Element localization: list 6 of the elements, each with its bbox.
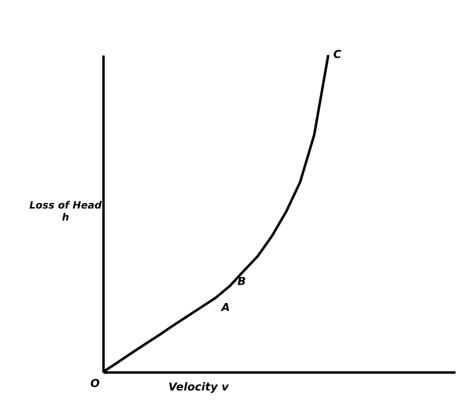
text: O bbox=[90, 377, 100, 390]
annotation: B bbox=[238, 275, 246, 288]
y-axis-title: Loss of Head h bbox=[29, 200, 103, 224]
annotation: C bbox=[333, 48, 342, 61]
x-axis-title: Velocity v bbox=[168, 380, 230, 394]
annotation: A bbox=[220, 300, 230, 314]
